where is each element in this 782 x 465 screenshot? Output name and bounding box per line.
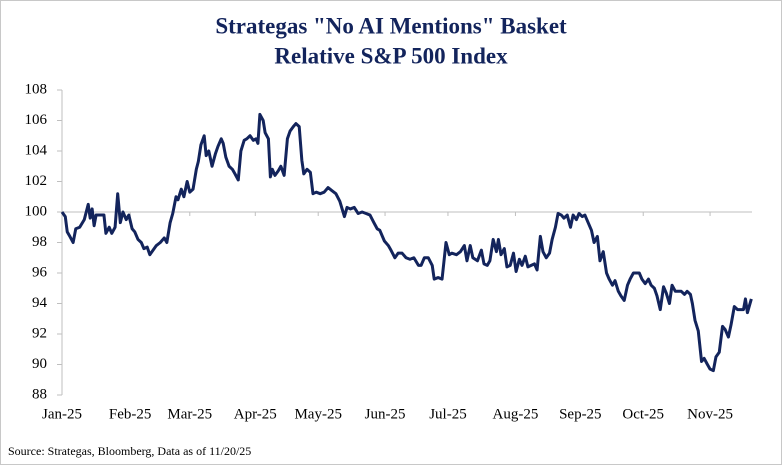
y-tick-label: 88: [32, 386, 47, 402]
chart-title: Strategas "No AI Mentions" Basket: [215, 13, 567, 38]
x-tick-label: Nov-25: [687, 406, 733, 422]
y-tick-label: 90: [32, 356, 47, 372]
x-tick-label: Jun-25: [365, 406, 406, 422]
x-tick-label: Apr-25: [234, 406, 277, 422]
y-tick-label: 94: [32, 295, 48, 311]
x-tick-label: Feb-25: [109, 406, 152, 422]
data-line: [60, 112, 753, 373]
y-tick-label: 102: [25, 173, 48, 189]
y-tick-label: 104: [25, 142, 48, 158]
x-tick-label: Mar-25: [167, 406, 212, 422]
x-tick-label: Sep-25: [559, 406, 602, 422]
y-tick-label: 92: [32, 325, 47, 341]
y-tick-label: 100: [25, 203, 48, 219]
y-tick-label: 98: [32, 234, 47, 250]
source-note: Source: Strategas, Bloomberg, Data as of…: [8, 444, 251, 458]
y-tick-label: 108: [25, 81, 48, 97]
y-tick-label: 96: [32, 264, 48, 280]
x-tick-label: May-25: [294, 406, 342, 422]
chart-subtitle: Relative S&P 500 Index: [274, 43, 508, 68]
x-tick-label: Aug-25: [493, 406, 539, 422]
x-tick-label: Jul-25: [429, 406, 467, 422]
y-tick-label: 106: [25, 112, 48, 128]
x-tick-label: Oct-25: [622, 406, 664, 422]
x-tick-label: Jan-25: [42, 406, 82, 422]
